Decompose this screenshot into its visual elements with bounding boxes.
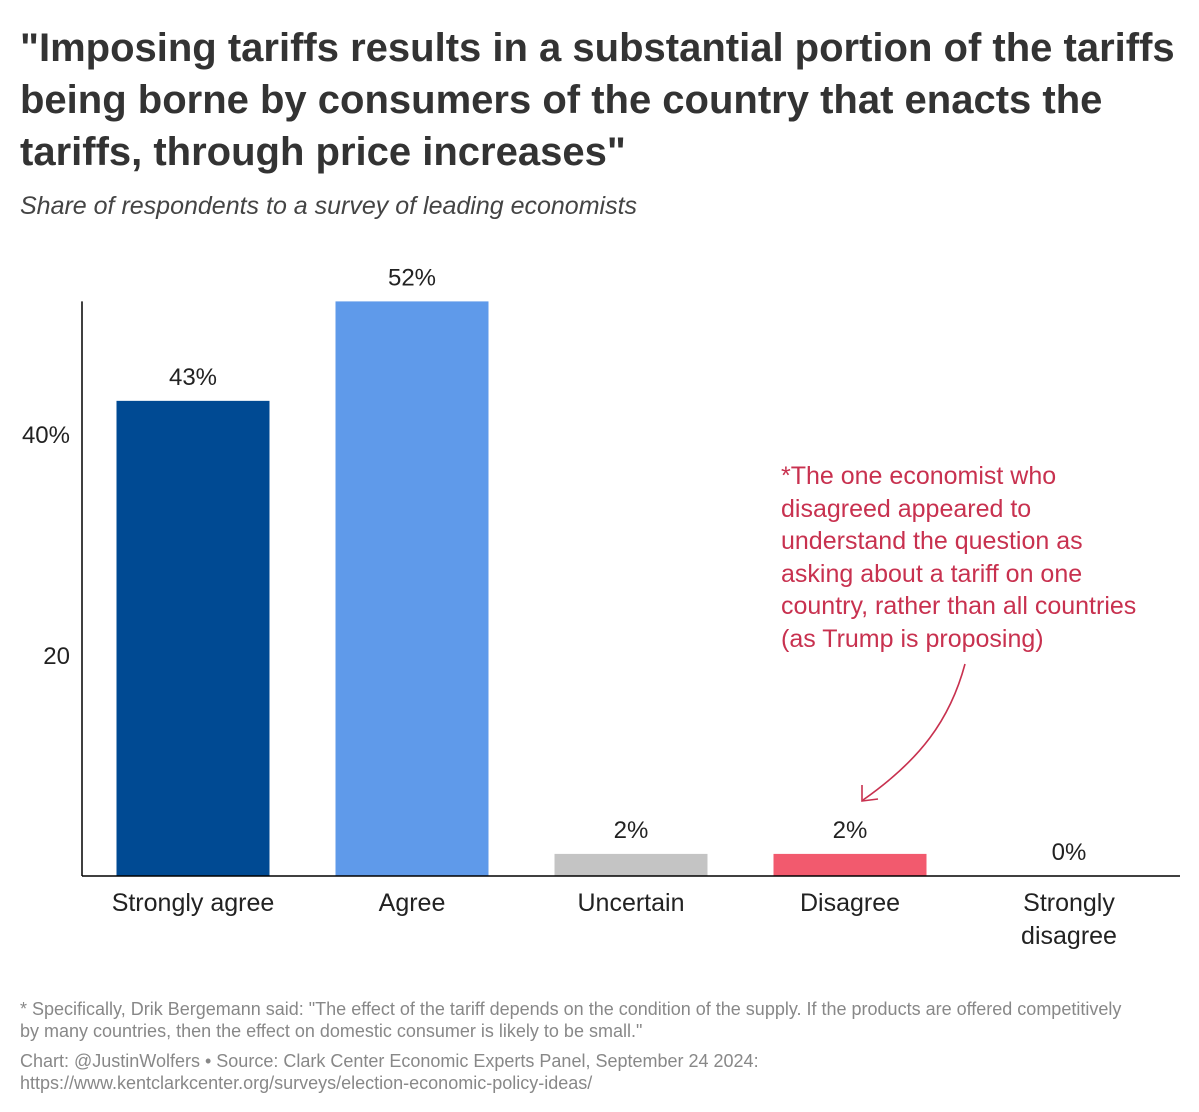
annotation-arrow	[862, 663, 966, 801]
bar	[116, 400, 270, 876]
x-tick-label: Agree	[379, 889, 446, 917]
credit-url: https://www.kentclarkcenter.org/surveys/…	[20, 1073, 593, 1093]
data-label: 2%	[614, 817, 649, 844]
x-tick-label: Strongly	[1023, 889, 1115, 917]
annotation-text: *The one economist who disagreed appeare…	[781, 462, 1137, 653]
chart-title: "Imposing tariffs results in a substanti…	[20, 26, 1175, 174]
data-label: 43%	[169, 364, 217, 391]
x-tick-label: Disagree	[800, 889, 900, 917]
x-tick-label: Strongly agree	[112, 889, 275, 917]
data-label: 52%	[388, 264, 436, 291]
bar	[554, 853, 708, 876]
chart-subtitle: Share of respondents to a survey of lead…	[20, 192, 638, 220]
data-label: 2%	[833, 817, 868, 844]
credit: Chart: @JustinWolfers • Source: Clark Ce…	[20, 1050, 1140, 1094]
data-label: 0%	[1052, 839, 1087, 866]
arrowhead-icon	[861, 785, 879, 802]
y-tick-label: 20	[43, 643, 70, 670]
bar	[335, 301, 489, 876]
x-tick-label: disagree	[1021, 922, 1117, 950]
footnote: * Specifically, Drik Bergemann said: "Th…	[20, 999, 1122, 1041]
x-tick-label: Uncertain	[578, 889, 685, 917]
y-tick-label: 40%	[22, 422, 70, 449]
bar	[773, 853, 927, 876]
credit-source: Chart: @JustinWolfers • Source: Clark Ce…	[20, 1051, 759, 1071]
